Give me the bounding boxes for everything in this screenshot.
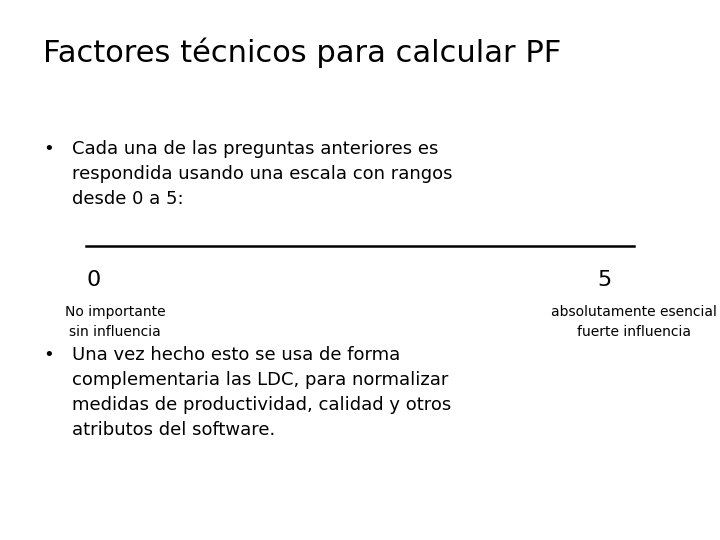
Text: Cada una de las preguntas anteriores es
respondida usando una escala con rangos
: Cada una de las preguntas anteriores es … [72, 140, 452, 208]
Text: •: • [43, 140, 54, 158]
Text: absolutamente esencial
fuerte influencia: absolutamente esencial fuerte influencia [551, 305, 716, 339]
Text: 5: 5 [598, 270, 612, 290]
Text: •: • [43, 346, 54, 363]
Text: Factores técnicos para calcular PF: Factores técnicos para calcular PF [43, 38, 562, 68]
Text: Una vez hecho esto se usa de forma
complementaria las LDC, para normalizar
medid: Una vez hecho esto se usa de forma compl… [72, 346, 451, 438]
Text: 0: 0 [86, 270, 101, 290]
Text: No importante
sin influencia: No importante sin influencia [65, 305, 166, 339]
